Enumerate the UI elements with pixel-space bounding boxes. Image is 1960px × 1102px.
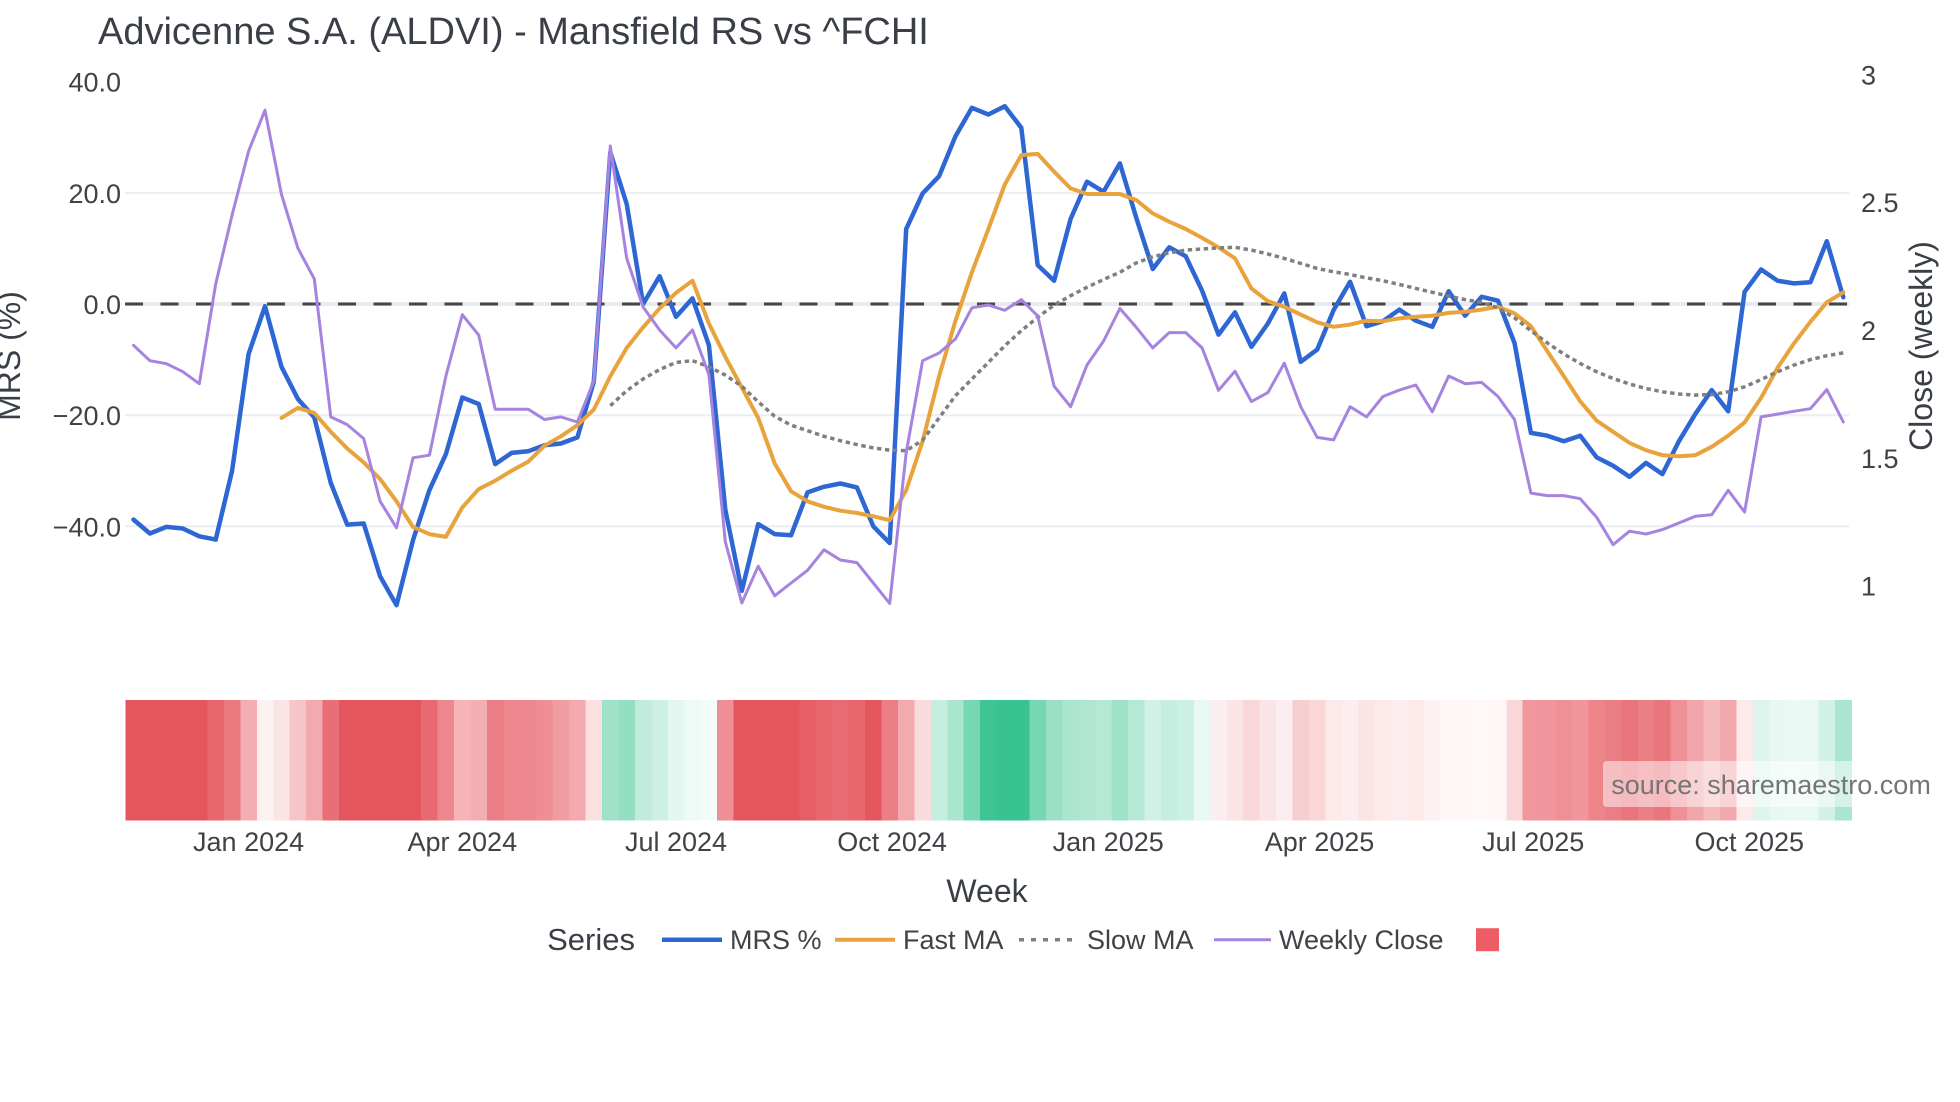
svg-text:Jul 2024: Jul 2024 xyxy=(625,827,727,857)
svg-text:Jan 2024: Jan 2024 xyxy=(193,827,304,857)
svg-text:MRS %: MRS % xyxy=(730,925,822,955)
svg-text:Slow MA: Slow MA xyxy=(1087,925,1194,955)
svg-text:20.0: 20.0 xyxy=(68,179,121,209)
svg-text:−40.0: −40.0 xyxy=(53,512,121,542)
svg-text:MRS (%): MRS (%) xyxy=(0,291,27,421)
svg-text:3: 3 xyxy=(1861,60,1876,90)
svg-text:2: 2 xyxy=(1861,316,1876,346)
svg-text:Jan 2025: Jan 2025 xyxy=(1053,827,1164,857)
svg-text:Apr 2025: Apr 2025 xyxy=(1265,827,1375,857)
svg-text:0.0: 0.0 xyxy=(83,290,121,320)
svg-text:Apr 2024: Apr 2024 xyxy=(408,827,518,857)
svg-text:Oct 2024: Oct 2024 xyxy=(837,827,947,857)
svg-text:Weekly Close: Weekly Close xyxy=(1279,925,1444,955)
svg-text:Close (weekly): Close (weekly) xyxy=(1903,241,1939,451)
svg-text:Fast MA: Fast MA xyxy=(903,925,1004,955)
svg-text:1: 1 xyxy=(1861,572,1876,602)
svg-text:Week: Week xyxy=(946,873,1028,909)
svg-text:Series: Series xyxy=(547,922,635,957)
svg-text:40.0: 40.0 xyxy=(68,68,121,98)
svg-text:1.5: 1.5 xyxy=(1861,444,1899,474)
svg-text:Jul 2025: Jul 2025 xyxy=(1482,827,1584,857)
svg-text:2.5: 2.5 xyxy=(1861,188,1899,218)
svg-text:source: sharemaestro.com: source: sharemaestro.com xyxy=(1611,770,1931,800)
svg-text:Advicenne S.A. (ALDVI) - Mansf: Advicenne S.A. (ALDVI) - Mansfield RS vs… xyxy=(98,11,929,53)
svg-text:Oct 2025: Oct 2025 xyxy=(1695,827,1805,857)
svg-text:−20.0: −20.0 xyxy=(53,401,121,431)
